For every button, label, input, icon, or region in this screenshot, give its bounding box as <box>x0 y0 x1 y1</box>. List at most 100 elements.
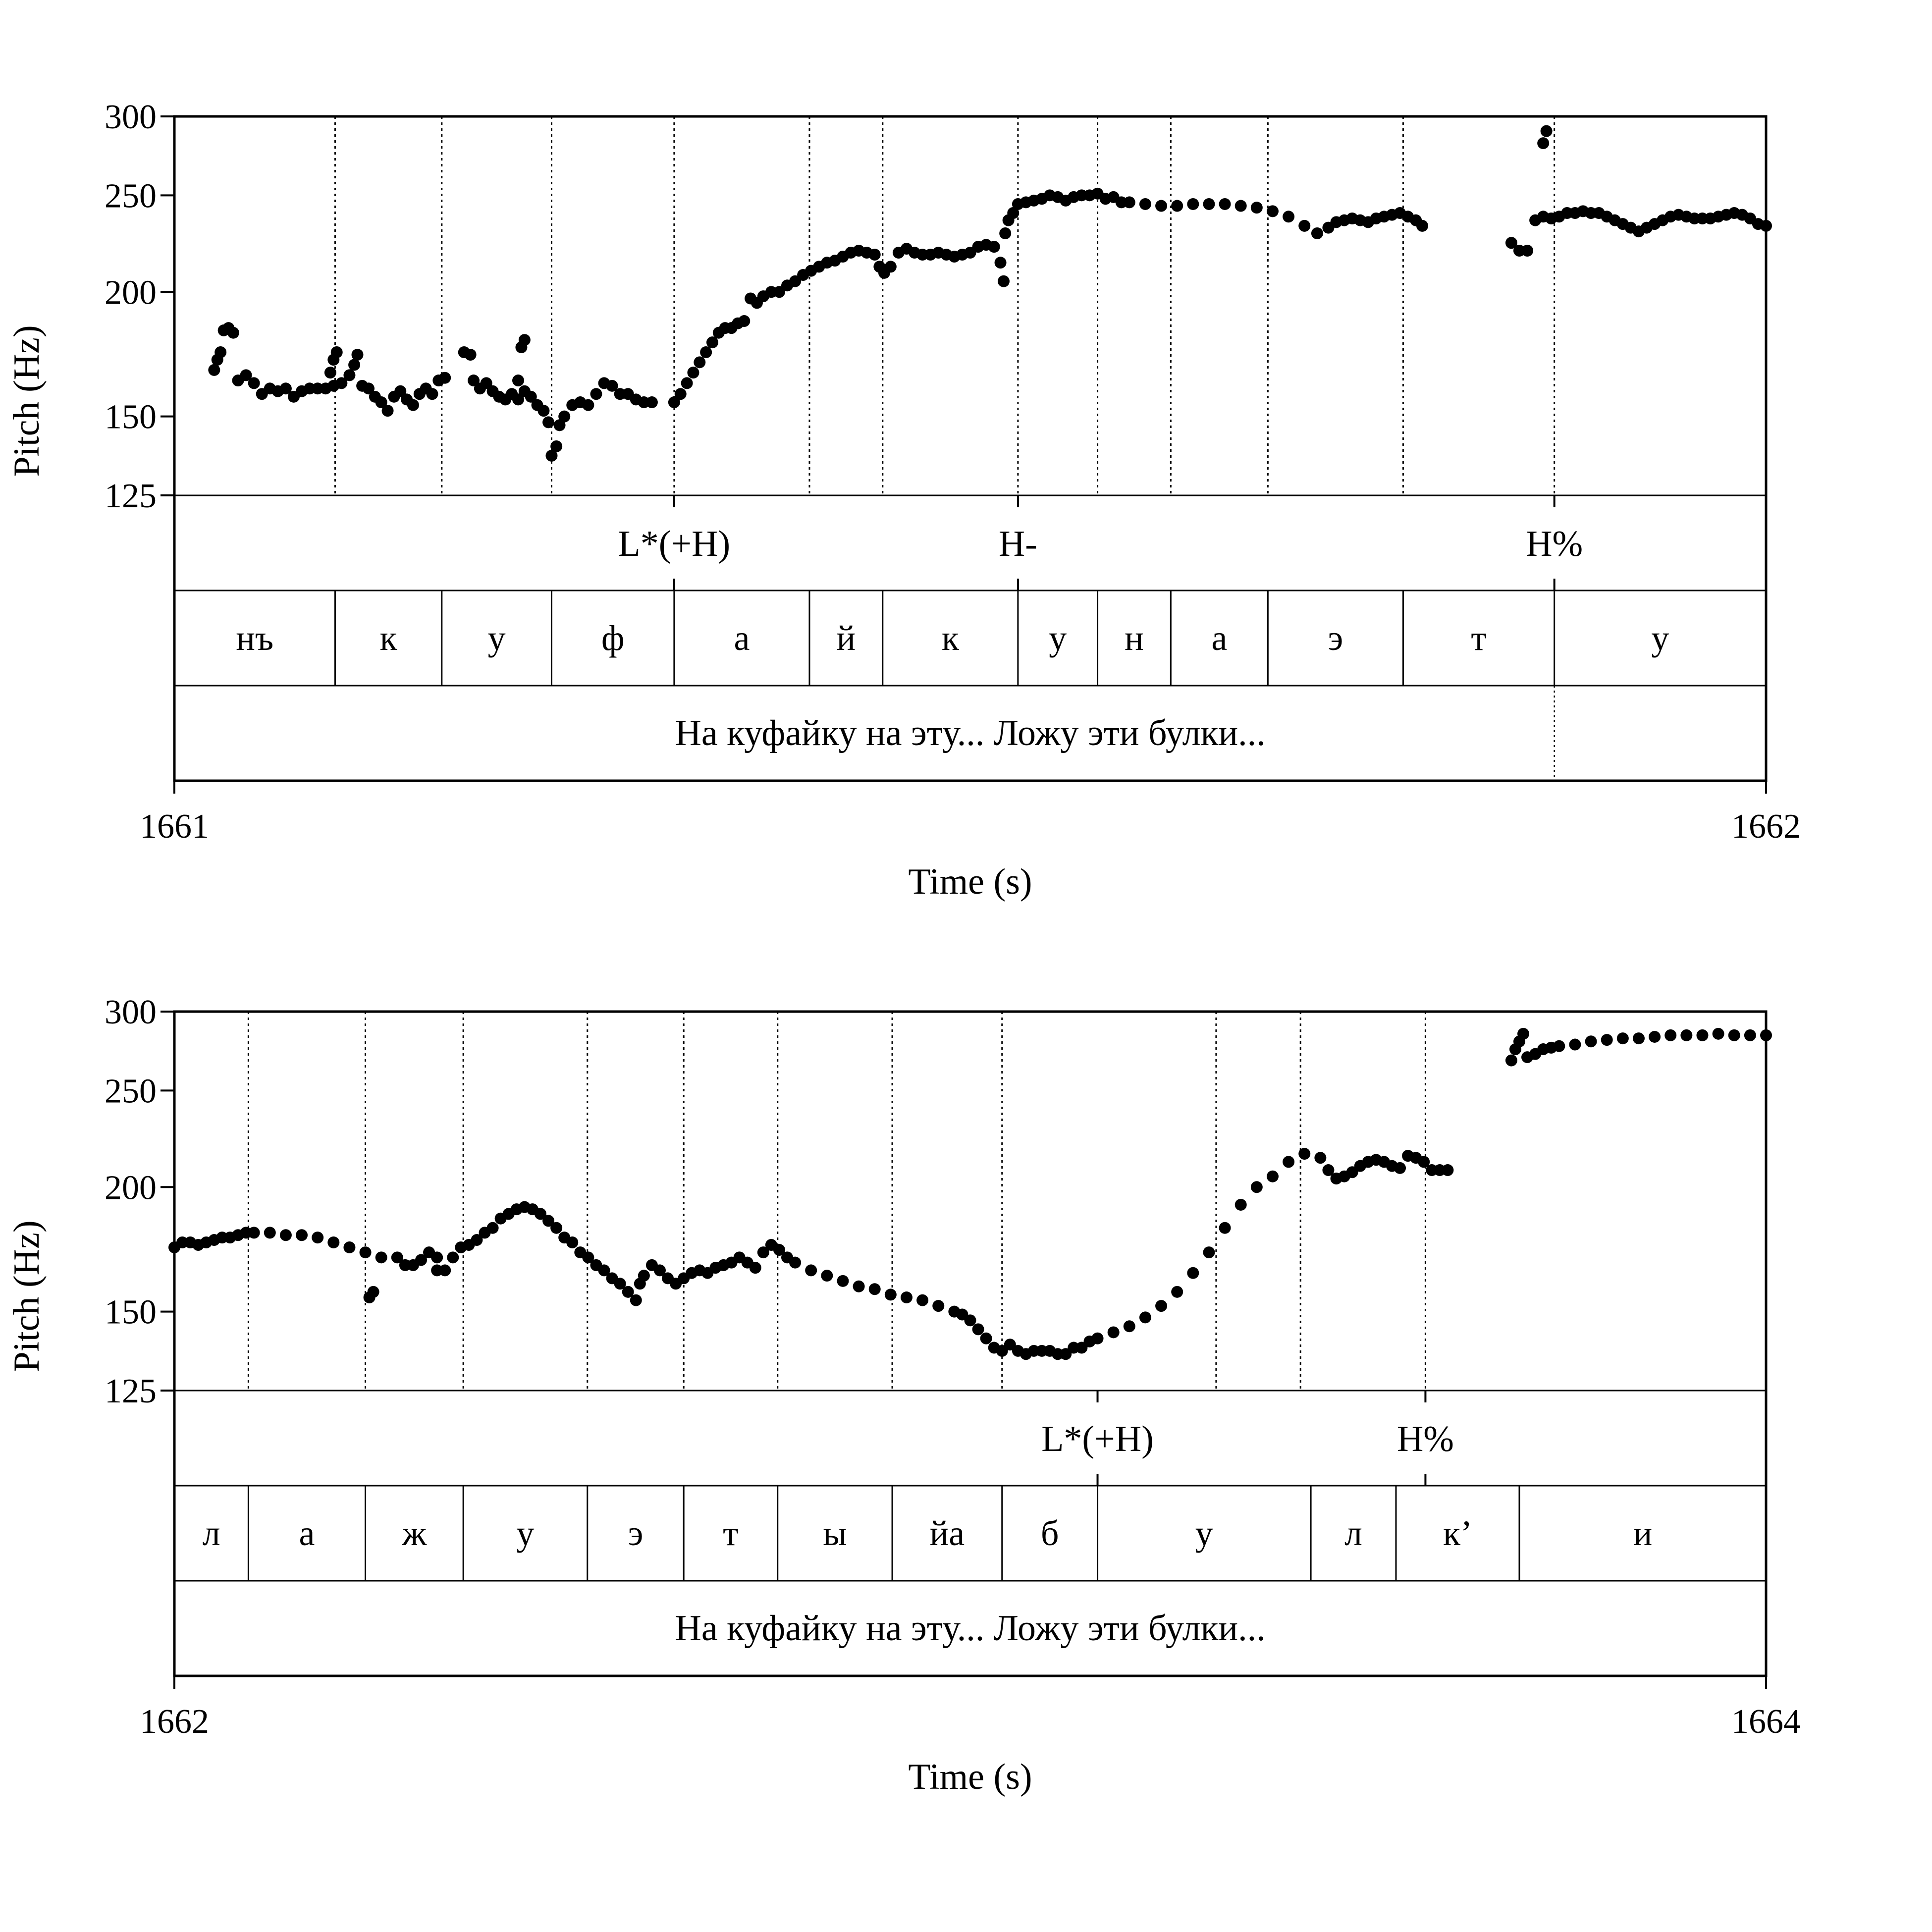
pitch-point <box>486 1222 499 1234</box>
pitch-point <box>553 419 566 431</box>
pitch-point <box>738 315 751 327</box>
segment-label: у <box>1049 618 1067 658</box>
pitch-point <box>868 248 881 261</box>
segment-label: у <box>1651 618 1669 658</box>
pitch-point <box>996 1344 1008 1357</box>
pitch-point <box>359 1246 372 1259</box>
pitch-point <box>1394 1162 1406 1174</box>
pitch-point <box>1311 227 1323 239</box>
pitch-point <box>668 396 680 409</box>
pitch-point <box>674 388 687 400</box>
pitch-point <box>1123 1320 1135 1333</box>
pitch-point <box>312 1232 324 1244</box>
pitch-point <box>542 416 555 429</box>
x-tick-label: 1664 <box>1731 1703 1801 1741</box>
pitch-point <box>1649 1030 1661 1043</box>
pitch-point <box>512 375 525 387</box>
pitch-point <box>614 1278 626 1290</box>
y-tick-label: 125 <box>105 477 157 515</box>
pitch-point <box>1107 1326 1120 1339</box>
pitch-point <box>837 1275 849 1287</box>
pitch-point <box>248 1227 260 1239</box>
tone-label: H% <box>1397 1419 1454 1459</box>
segment-label: у <box>516 1513 534 1553</box>
pitch-point <box>598 1264 610 1277</box>
pitch-point <box>687 367 699 379</box>
pitch-point <box>1007 207 1020 219</box>
y-tick-label: 300 <box>105 993 157 1031</box>
pitch-point <box>1004 1339 1016 1351</box>
pitch-point <box>1266 205 1279 217</box>
pitch-point <box>757 1246 769 1259</box>
y-axis-title: Pitch (Hz) <box>6 325 47 477</box>
x-tick-label: 1662 <box>140 1703 209 1741</box>
pitch-point <box>227 326 239 339</box>
pitch-point <box>296 1229 308 1241</box>
pitch-point <box>606 379 618 392</box>
pitch-point <box>327 1236 340 1249</box>
pitch-point <box>694 356 706 369</box>
segment-label: б <box>1041 1513 1059 1553</box>
pitch-point <box>464 349 477 361</box>
pitch-point <box>1139 1311 1151 1324</box>
pitch-point <box>1418 1156 1430 1168</box>
pitch-point <box>330 346 343 358</box>
pitch-point <box>471 1234 483 1246</box>
pitch-point <box>542 1215 555 1227</box>
pitch-point <box>964 1314 976 1327</box>
pitch-point <box>534 1208 546 1220</box>
pitch-point <box>480 377 492 389</box>
pitch-point <box>1234 200 1247 212</box>
pitch-point <box>1203 1246 1215 1259</box>
pitch-point <box>1680 1029 1693 1041</box>
segment-label: и <box>1633 1513 1653 1553</box>
pitch-point <box>1632 1032 1645 1045</box>
pitch-point <box>1760 1029 1772 1041</box>
pitch-point <box>279 1229 292 1241</box>
pitch-point <box>868 1283 881 1295</box>
pitch-point <box>447 1251 459 1264</box>
pitch-point <box>789 1256 802 1269</box>
pitch-point <box>279 382 292 395</box>
x-tick-label: 1661 <box>140 807 209 846</box>
pitch-point <box>1187 1267 1199 1279</box>
pitch-point <box>645 396 658 409</box>
segment-label: у <box>488 618 506 658</box>
y-tick-label: 250 <box>105 1072 157 1110</box>
pitch-point <box>1283 211 1295 223</box>
pitch-point <box>999 227 1012 239</box>
pitch-point <box>1266 1170 1279 1182</box>
plot-frame <box>173 1010 1768 1677</box>
pitch-point <box>789 275 802 287</box>
segment-label: т <box>723 1513 738 1553</box>
pitch-point <box>972 1323 984 1336</box>
pitch-point <box>324 367 336 379</box>
segment-label: н <box>1125 618 1144 658</box>
pitch-point <box>566 1236 579 1249</box>
segment-label: ж <box>401 1513 427 1553</box>
segment-label: ы <box>823 1513 847 1553</box>
pitch-point <box>1219 1222 1231 1234</box>
tone-label: H- <box>999 524 1037 564</box>
pitch-point <box>240 369 252 381</box>
segment-label: к <box>380 618 398 658</box>
pitch-point <box>215 346 227 358</box>
pitch-point <box>362 382 375 395</box>
pitch-point <box>1728 1029 1740 1041</box>
pitch-point <box>994 257 1007 269</box>
pitch-point <box>537 405 550 417</box>
pitch-point <box>343 369 356 381</box>
pitch-point <box>1664 1029 1677 1041</box>
y-tick-label: 200 <box>105 273 157 312</box>
pitch-point <box>550 1222 563 1234</box>
pitch-point <box>426 388 438 400</box>
pitch-point <box>439 372 451 384</box>
pitch-point <box>1298 1148 1311 1160</box>
pitch-point <box>1505 237 1517 249</box>
pitch-point <box>980 1332 992 1344</box>
y-tick-label: 125 <box>105 1372 157 1410</box>
y-axis-title: Pitch (Hz) <box>6 1220 47 1372</box>
pitch-point <box>468 375 480 387</box>
pitch-panel-bottom: 300 250 200 150 125 1662 1664 Time (s) Pitch (Hz… <box>6 993 1801 1797</box>
pitch-point <box>1155 1300 1168 1312</box>
